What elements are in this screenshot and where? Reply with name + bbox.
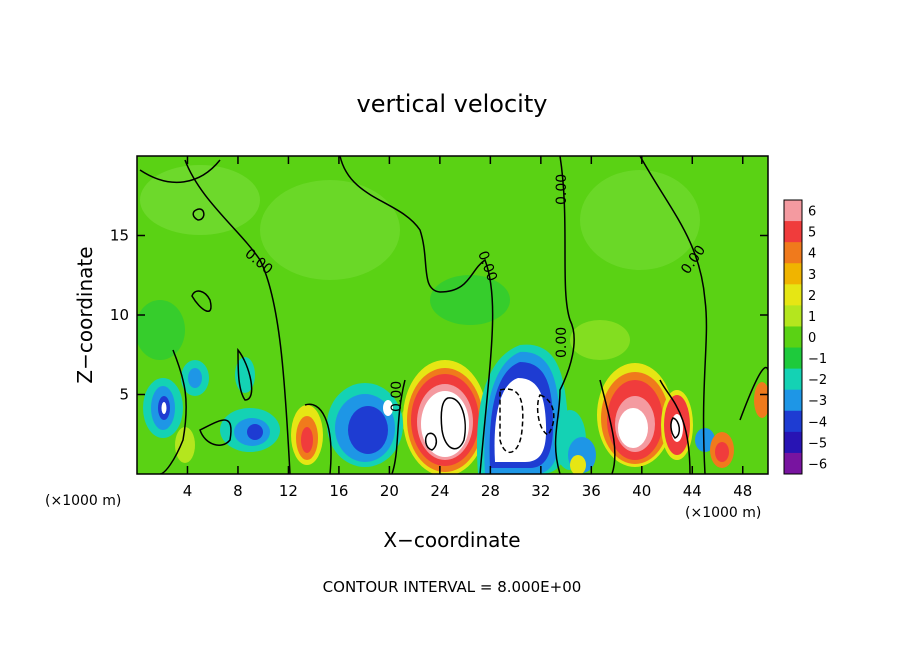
contour-line [191,290,212,312]
contour-line [159,349,187,474]
colorbar-label: 3 [808,268,816,283]
field-patch [137,300,185,360]
contour-line [659,379,691,474]
contour-label: 0.00 [554,174,570,205]
colorbar-swatch [784,221,802,243]
x-tick-label: 40 [632,482,651,500]
contour-label: 0.00 [389,381,405,412]
x-tick-label: 24 [430,482,449,500]
downdraft-left [188,368,202,388]
y-axis-ticks: 5 10 15 [110,227,768,404]
updraft-core-x40 [618,408,648,448]
x-tick-label: 16 [329,482,348,500]
colorbar-frame [783,199,803,475]
downdraft-x18 [348,406,388,454]
x-unit-left: (×1000 m) [45,493,121,509]
x-axis-ticks: 4 8 12 16 20 24 28 32 36 40 44 48 [183,156,752,500]
field-patch [140,165,260,235]
contour-line [192,208,205,221]
contour-line [639,156,708,474]
contour-line [554,156,575,474]
colorbar-swatch [784,284,802,306]
colorbar-label: −4 [808,415,827,430]
chart-title: vertical velocity [357,90,548,118]
contour-line [670,417,681,439]
contour-line [199,419,232,446]
y-tick-label: 5 [119,386,129,404]
contour-label: 0.00 [554,327,570,358]
colorbar-swatch [784,326,802,349]
field-patch [580,170,700,270]
colorbar-label: 1 [808,310,816,325]
contour-line [424,432,438,451]
colorbar-label: 0 [808,331,816,346]
x-tick-label: 12 [279,482,298,500]
contour-line [237,347,253,401]
contour-line [391,379,406,474]
colorbar-swatch [784,452,802,475]
colorbar-swatch [784,431,802,454]
x-tick-label: 28 [481,482,500,500]
colorbar-label: −5 [808,436,827,451]
downdraft-x45 [695,428,715,452]
colorbar-label: 4 [808,247,816,262]
x-tick-label: 8 [233,482,243,500]
updraft-x46 [715,442,729,462]
heatmap-field [137,165,768,474]
downdraft-x18 [383,400,393,416]
updraft-x34 [570,455,586,474]
colorbar-swatch [784,410,802,433]
colorbar-label: 6 [808,205,816,220]
colorbar-swatch [784,242,802,264]
contour-line-negative [536,394,555,436]
downdraft-left [161,402,167,414]
x-tick-label: 44 [683,482,702,500]
colorbar-label: −2 [808,373,827,388]
x-axis-title: X−coordinate [383,528,520,552]
colorbar-swatch [784,389,802,412]
updraft-x13 [301,427,313,453]
updraft-x43 [671,414,683,442]
contour-line [599,379,616,474]
downdraft-left [247,424,263,440]
contour-line [184,159,291,474]
updraft-x4 [175,427,195,463]
contour-line [139,159,221,184]
x-tick-label: 20 [380,482,399,500]
field-patch [430,275,510,325]
updraft-core-x25 [421,391,469,457]
y-tick-label: 10 [110,306,129,324]
contour-interval-note: CONTOUR INTERVAL = 8.000E+00 [323,578,582,596]
colorbar-label: 5 [808,226,816,241]
colorbar-label: −1 [808,352,827,367]
colorbar-swatch [784,305,802,327]
colorbar-label: 2 [808,289,816,304]
contour-line [339,156,494,474]
y-axis-title: Z−coordinate [73,246,97,383]
updraft-x49 [754,382,768,418]
contour-lines [139,156,768,474]
contour-line [739,366,768,421]
contour-line [440,397,466,450]
x-tick-label: 32 [531,482,550,500]
colorbar-label: −3 [808,394,827,409]
contour-line [304,403,332,474]
x-tick-label: 48 [733,482,752,500]
colorbar-label: −6 [808,457,827,472]
colorbar: 6 5 4 3 2 1 0 −1 −2 −3 −4 −5 −6 [783,199,827,475]
x-tick-label: 4 [183,482,193,500]
field-patch [570,320,630,360]
colorbar-swatch [784,368,802,391]
y-tick-label: 15 [110,227,129,245]
colorbar-swatch [784,347,802,370]
colorbar-swatch [784,263,802,285]
colorbar-swatch [784,200,802,222]
field-patch [260,180,400,280]
x-tick-label: 36 [582,482,601,500]
x-unit-right: (×1000 m) [685,505,761,521]
contour-line-negative [499,388,524,453]
downdraft-core-x30 [494,378,547,462]
